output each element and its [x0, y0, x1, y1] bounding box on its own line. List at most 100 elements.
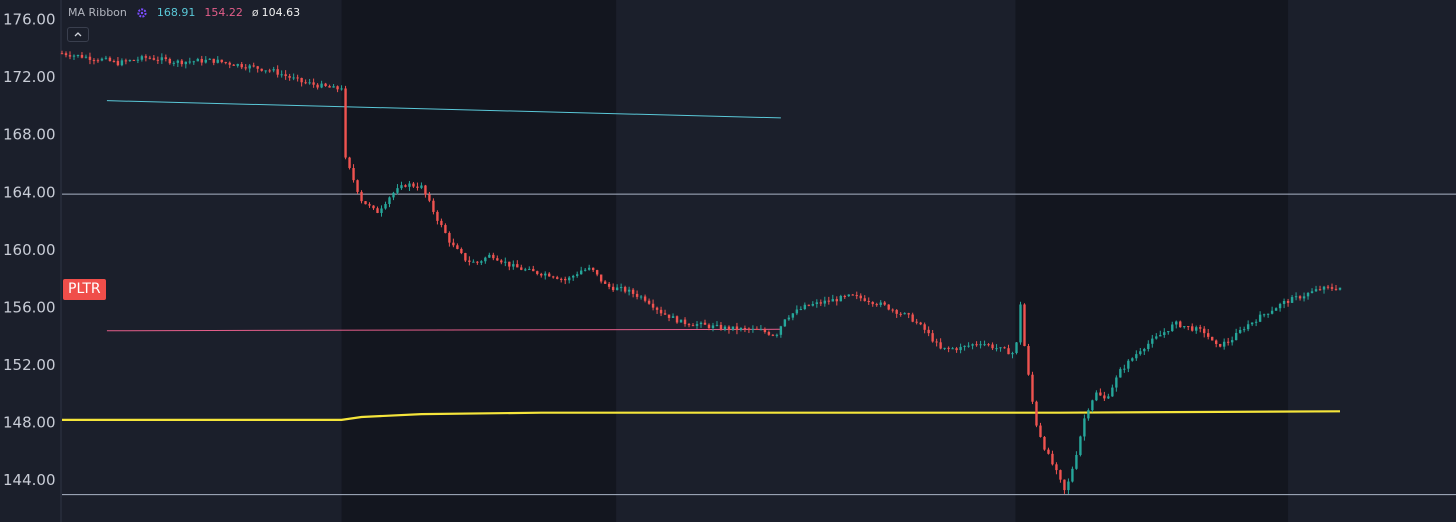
candle — [735, 322, 739, 335]
candle — [68, 51, 72, 60]
candle — [723, 325, 727, 332]
candle — [639, 295, 643, 300]
candle — [1023, 303, 1026, 347]
candle — [140, 54, 144, 62]
candle — [711, 322, 715, 332]
candle — [96, 58, 100, 63]
candle — [204, 56, 207, 64]
candle — [448, 231, 451, 247]
candle — [1183, 326, 1186, 329]
candle — [220, 59, 223, 64]
gear-icon[interactable] — [136, 7, 148, 19]
candle — [679, 319, 683, 323]
candle — [372, 205, 375, 210]
candle — [915, 318, 918, 325]
candle — [1203, 326, 1206, 338]
candle — [1107, 393, 1110, 399]
candle — [424, 184, 427, 198]
candle — [883, 300, 886, 306]
candle — [939, 338, 942, 350]
candle — [1238, 326, 1242, 334]
candle — [987, 343, 990, 347]
candle — [512, 260, 515, 270]
candle — [619, 283, 623, 292]
price-tick-label: 164.00 — [3, 183, 56, 201]
candle — [236, 63, 239, 68]
candle — [64, 51, 68, 58]
candle — [268, 68, 271, 73]
candle — [1127, 359, 1130, 373]
indicator-legend[interactable]: MA Ribbon 168.91 154.22 ø 104.63 — [68, 6, 300, 19]
candle — [1111, 384, 1114, 397]
candle — [799, 306, 803, 311]
candle — [216, 56, 219, 64]
candle — [420, 182, 423, 190]
candle — [332, 84, 335, 88]
candle — [1187, 326, 1190, 331]
candle — [627, 286, 631, 296]
candle — [188, 57, 191, 65]
candle — [1059, 469, 1062, 483]
indicator-title[interactable]: MA Ribbon — [68, 6, 127, 19]
candle — [408, 180, 411, 191]
candle — [508, 261, 511, 271]
candle — [699, 321, 703, 328]
candle — [871, 301, 874, 307]
session-shade-0 — [341, 0, 617, 522]
price-tick-label: 176.00 — [3, 11, 56, 29]
candle — [276, 65, 279, 78]
candle — [959, 343, 962, 354]
candle — [587, 264, 591, 271]
candle — [967, 342, 970, 348]
session-shade-1 — [1015, 0, 1289, 522]
candle — [1067, 478, 1070, 495]
candle — [356, 179, 359, 194]
candle — [468, 256, 471, 266]
candle — [635, 290, 639, 300]
candle — [564, 276, 567, 285]
collapse-legend-button[interactable] — [67, 27, 89, 42]
candle — [136, 56, 140, 64]
candle — [763, 327, 767, 334]
candle — [687, 322, 691, 328]
candle — [851, 293, 854, 296]
candle — [1039, 422, 1042, 438]
candle — [767, 330, 771, 336]
candle — [1191, 323, 1194, 332]
price-tick-label: 172.00 — [3, 68, 56, 86]
candle — [731, 326, 735, 332]
candle — [212, 58, 215, 66]
candle — [591, 267, 595, 273]
candle — [308, 78, 311, 85]
candle — [252, 62, 255, 68]
candle — [787, 315, 791, 321]
candle — [148, 55, 152, 60]
candle — [272, 66, 275, 73]
candle — [412, 181, 415, 188]
candle — [671, 313, 675, 318]
candle — [807, 304, 811, 307]
candle — [963, 345, 966, 351]
candle — [943, 347, 946, 351]
candle — [1031, 371, 1034, 405]
candle — [296, 74, 299, 82]
candle — [935, 338, 938, 347]
candle — [923, 322, 926, 334]
candle — [1115, 375, 1118, 392]
candle — [428, 191, 431, 203]
candle — [480, 260, 483, 266]
candle — [607, 281, 611, 290]
candle — [999, 347, 1002, 352]
candle — [464, 252, 467, 263]
candle — [456, 243, 459, 250]
candle — [172, 61, 176, 67]
indicator-value-1: 168.91 — [156, 6, 196, 19]
candle — [552, 275, 555, 279]
candle — [1214, 339, 1218, 348]
candle — [863, 295, 866, 302]
candle — [1330, 283, 1334, 292]
candle — [1123, 364, 1126, 373]
candle — [1019, 301, 1022, 345]
